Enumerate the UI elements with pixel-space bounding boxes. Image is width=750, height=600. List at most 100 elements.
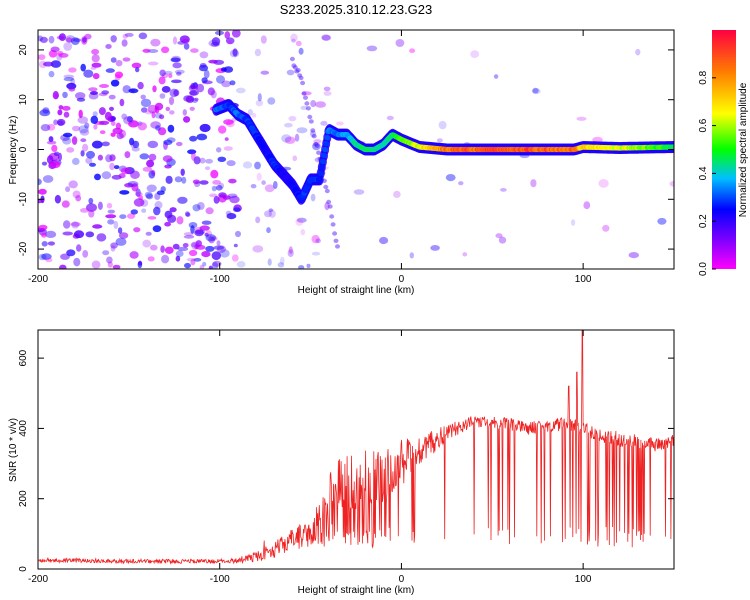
spectrogram-noise-cell — [63, 111, 70, 118]
spectrogram-noise-cell — [135, 67, 140, 73]
spectrogram-noise-cell — [199, 123, 211, 133]
spectrogram-noise-cell — [147, 140, 159, 149]
spectrogram-noise-cell — [176, 71, 182, 76]
spectrogram-noise-cell — [311, 234, 320, 244]
spectrogram-noise-cell — [168, 96, 175, 106]
snr-panel: -200 -100 0 100 0 200 400 600 Height of straig… — [8, 329, 675, 596]
spectrogram-noise-cell — [148, 170, 156, 179]
spectrogram-noise-cell — [657, 217, 667, 225]
spectrogram-noise-cell — [306, 263, 311, 268]
spectrogram-noise-cell — [255, 216, 261, 224]
spectrogram-noise-cell — [194, 181, 201, 188]
spectrogram-noise-cell — [53, 119, 58, 126]
spectrogram-noise-cell — [298, 265, 305, 269]
spectrogram-noise-cell — [203, 69, 210, 79]
spectrogram-noise-cell — [73, 230, 85, 239]
spectrogram-noise-cell — [493, 74, 499, 79]
spectrogram-noise-cell — [211, 262, 219, 269]
spectrogram-ridge-cell — [671, 144, 674, 150]
spectrogram-noise-cell — [202, 261, 207, 267]
spectrogram-noise-cell — [65, 37, 73, 43]
spectrogram-noise-cell — [184, 262, 191, 269]
spectrogram-noise-cell — [194, 229, 205, 235]
spectrogram-noise-cell — [280, 256, 285, 265]
spectrogram-noise-cell — [205, 207, 214, 215]
spectrogram-noise-cell — [169, 110, 175, 115]
spectrogram-noise-cell — [247, 109, 253, 116]
spectrogram-noise-cell — [175, 250, 184, 257]
spectrogram-noise-cell — [53, 151, 60, 156]
spectrogram-noise-cell — [107, 219, 115, 225]
spectrogram-noise-cell — [320, 120, 328, 126]
spectrogram-noise-cell — [294, 133, 300, 142]
colorbar: 0.0 0.2 0.4 0.6 0.8 Normalized spectral ampl… — [698, 30, 749, 276]
spectrogram-noise-cell — [41, 232, 47, 238]
spectrogram-noise-cell — [150, 244, 158, 251]
spectrogram-noise-cell — [111, 174, 122, 180]
spectrogram-noise-cell — [144, 191, 153, 199]
spectrogram-noise-cell — [41, 241, 48, 247]
spectrogram-noise-cell — [76, 244, 82, 252]
spectrogram-noise-cell — [190, 82, 195, 90]
spectrogram-noise-cell — [91, 54, 100, 63]
spectrogram-noise-cell — [94, 173, 101, 181]
spectrogram-noise-cell — [189, 106, 195, 111]
spectrogram-noise-cell — [80, 63, 86, 72]
spectrogram-noise-cell — [107, 261, 113, 268]
snr-frame — [37, 329, 675, 570]
spectrogram-noise-cell — [62, 132, 73, 138]
spectrogram-noise-cell — [79, 128, 90, 136]
spectrogram-noise-cell — [66, 147, 75, 153]
spectrogram-noise-cell — [167, 124, 175, 133]
spectrogram-noise-cell — [251, 113, 257, 118]
spectrogram-noise-cell — [267, 258, 272, 266]
y-tick-label: 20 — [18, 44, 29, 56]
spectrogram-noise-cell — [231, 254, 239, 262]
spectrogram-noise-cell — [199, 180, 209, 185]
spectrogram-noise-cell — [277, 262, 285, 268]
spectrogram-noise-cell — [321, 34, 332, 41]
spectrogram-noise-cell — [106, 202, 113, 209]
spectrogram-noise-cell — [211, 185, 217, 192]
spectrogram-noise-cell — [260, 35, 267, 44]
spectrogram-noise-cell — [142, 166, 153, 172]
spectrogram-noise-cell — [88, 92, 99, 100]
spectrogram-noise-cell — [72, 157, 80, 165]
spectrogram-noise-cell — [72, 190, 81, 199]
spectrogram-noise-cell — [188, 222, 198, 229]
spectrogram-noise-cell — [147, 216, 157, 220]
spectrogram-noise-cell — [92, 111, 98, 117]
spectrogram-ridge-cell — [318, 164, 325, 170]
spectrogram-noise-cell — [592, 136, 603, 143]
spectrogram-noise-cell — [111, 121, 116, 126]
spectrogram-noise-cell — [59, 264, 67, 269]
spectrogram-noise-cell — [232, 48, 238, 57]
spectrogram-noise-cell — [168, 73, 173, 78]
spectrogram-secondary-ridge-cell — [305, 106, 311, 111]
spectrogram-noise-cell — [261, 180, 266, 185]
spectrogram-ridge-cell — [324, 135, 331, 141]
spectrogram-noise-cell — [197, 202, 205, 210]
x-tick-label: -100 — [210, 274, 230, 285]
spectrogram-noise-cell — [213, 245, 225, 250]
spectrogram-noise-cell — [164, 221, 172, 227]
spectrogram-noise-cell — [47, 241, 56, 246]
spectrogram-noise-cell — [119, 190, 130, 195]
spectrogram-secondary-ridge-cell — [330, 222, 336, 227]
spectrogram-noise-cell — [324, 202, 330, 211]
spectrogram-noise-cell — [191, 98, 198, 103]
spectrogram-noise-cell — [48, 70, 55, 78]
spectrogram-noise-cell — [159, 93, 166, 99]
spectrogram-noise-cell — [110, 35, 117, 43]
spectrogram-noise-cell — [147, 104, 158, 114]
spectrogram-noise-cell — [207, 87, 215, 96]
spectrogram-noise-cell — [77, 116, 89, 124]
spectrogram-noise-cell — [137, 261, 143, 269]
spectrogram-noise-cell — [109, 162, 115, 171]
spectrogram-noise-cell — [82, 143, 89, 152]
spectrogram-noise-cell — [321, 34, 331, 41]
spectrogram-noise-cell — [183, 42, 190, 50]
spectrogram-noise-cell — [78, 109, 83, 119]
spectrogram-noise-cell — [173, 89, 180, 97]
